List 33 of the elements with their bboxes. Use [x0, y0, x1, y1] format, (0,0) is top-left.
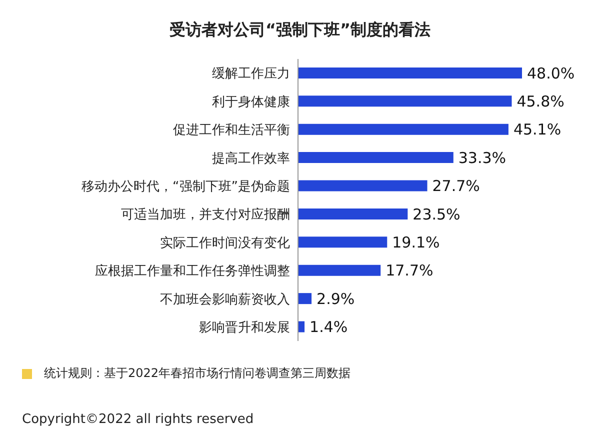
data-label: 48.0%: [527, 64, 575, 82]
y-tick-label: 缓解工作压力: [212, 66, 290, 82]
bar: [298, 152, 454, 164]
bar: [298, 293, 312, 304]
bar: [298, 236, 388, 248]
bar: [298, 96, 512, 107]
data-label: 33.3%: [458, 148, 506, 167]
data-label: 27.7%: [432, 177, 480, 196]
text: 统计规则：基于2022年春招市场行情问卷调查第三周数据: [44, 365, 351, 382]
y-tick-label: 应根据工作量和工作任务弹性调整: [95, 263, 290, 280]
y-tick-label: 影响晋升和发展: [199, 320, 290, 336]
bar: [298, 67, 522, 78]
chart-title: 受访者对公司“强制下班”制度的看法: [168, 19, 432, 41]
y-tick-label: 实际工作时间没有变化: [160, 236, 290, 251]
bar: [298, 180, 428, 192]
y-tick-label: 促进工作和生活平衡: [173, 123, 290, 138]
y-tick-label: 可适当加班，并支付对应报酬: [121, 206, 290, 223]
bar: [298, 321, 305, 332]
data-label: 45.8%: [516, 92, 564, 110]
data-label: 23.5%: [412, 205, 460, 224]
y-tick-label: 不加班会影响薪资收入: [160, 292, 290, 308]
y-tick-label: 提高工作效率: [212, 150, 290, 166]
data-label: 45.1%: [513, 120, 562, 139]
data-label: 17.7%: [386, 262, 434, 280]
bar: [298, 264, 381, 276]
bar: [298, 208, 408, 220]
data-label: 19.1%: [392, 233, 440, 252]
y-tick-label: 利于身体健康: [212, 94, 290, 110]
text: Copyright©2022 all rights reserved: [22, 412, 254, 427]
data-label: 2.9%: [316, 290, 355, 308]
bar: [298, 124, 508, 135]
data-label: 1.4%: [310, 318, 348, 336]
y-tick-label: 移动办公时代，“强制下班”是伪命题: [82, 180, 290, 195]
